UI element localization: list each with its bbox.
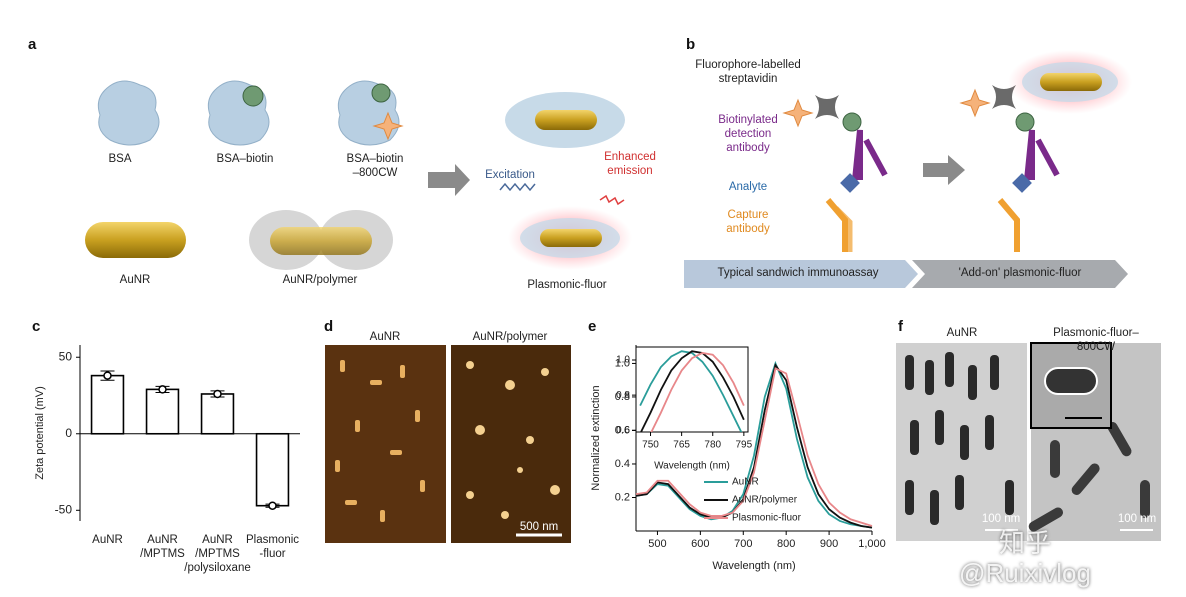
data-point <box>158 385 167 394</box>
label: BSA–biotin –800CW <box>346 153 404 179</box>
bar <box>90 374 125 435</box>
scale-bar-label: 100 nm <box>981 513 1021 525</box>
y-tick-label: 0.8 <box>616 390 630 401</box>
watermark: 知乎 @Ruixivlog <box>959 528 1091 588</box>
label: Fluorophore-labelled streptavidin <box>695 59 801 85</box>
panel-label: c <box>32 318 41 335</box>
bar <box>255 432 290 507</box>
label: AuNR <box>946 327 978 339</box>
panel-label: d <box>324 318 334 335</box>
x-tick-label: 780 <box>704 440 721 451</box>
y-tick-label: 0.8 <box>615 391 630 403</box>
y-axis-label: Zeta potential (mV) <box>34 386 46 480</box>
y-tick-label: 1.0 <box>616 355 630 366</box>
x-tick-label: 500 <box>648 538 666 550</box>
y-tick-label: 50 <box>59 349 73 363</box>
label: AuNR/polymer <box>472 331 548 343</box>
panel-a-art <box>85 80 632 270</box>
line-series <box>635 360 873 529</box>
x-tick-label: 1,000 <box>858 538 886 550</box>
panel-label: a <box>28 36 37 53</box>
x-tick-label: 795 <box>736 440 753 451</box>
label: Plasmonic-fluor <box>527 279 607 291</box>
data-point <box>268 501 277 510</box>
x-tick-label: Plasmonic -fluor <box>245 534 300 560</box>
label: Capture antibody <box>726 209 770 235</box>
x-tick-label: AuNR /MPTMS <box>140 534 185 560</box>
label: Excitation <box>485 169 535 181</box>
x-tick-label: 765 <box>673 440 690 451</box>
legend-label: Plasmonic-fluor <box>732 513 802 524</box>
line-series <box>635 367 873 527</box>
x-tick-label: 800 <box>777 538 795 550</box>
label: AuNR <box>369 331 401 343</box>
scale-bar-label: 500 nm <box>519 521 559 533</box>
line-series <box>639 350 743 432</box>
y-tick-label: 0.6 <box>616 425 630 436</box>
x-tick-label: AuNR /MPTMS /polysiloxane <box>184 534 251 574</box>
y-tick-label: 0.4 <box>615 458 630 470</box>
x-axis-label: Wavelength (nm) <box>654 461 730 472</box>
label: Biotinylated detection antibody <box>718 114 778 154</box>
micrographs <box>325 342 1161 543</box>
bar <box>145 388 180 435</box>
line-series <box>650 352 745 432</box>
inset-frame <box>635 346 749 433</box>
label: Analyte <box>728 181 768 193</box>
label: AuNR/polymer <box>282 274 358 286</box>
panel-label: b <box>686 36 696 53</box>
y-tick-label: 0.2 <box>615 491 630 503</box>
bar <box>200 393 235 435</box>
legend-label: AuNR <box>732 477 759 488</box>
x-tick-label: 750 <box>642 440 659 451</box>
panel-b-art <box>684 50 1132 288</box>
x-tick-label: AuNR <box>92 534 123 546</box>
line-series <box>640 350 745 432</box>
line-series <box>635 362 873 529</box>
label: Enhanced emission <box>604 151 656 177</box>
legend-label: AuNR/polymer <box>732 495 798 506</box>
data-point <box>213 389 222 399</box>
panel-label: f <box>898 318 903 335</box>
y-tick-label: 1.0 <box>615 357 630 369</box>
label: AuNR <box>119 274 151 286</box>
x-tick-label: 900 <box>820 538 838 550</box>
label: Typical sandwich immunoassay <box>717 267 879 279</box>
x-axis-label: Wavelength (nm) <box>712 560 795 572</box>
plot-area <box>639 350 745 432</box>
label: Plasmonic-fluor–800CW <box>1053 327 1139 353</box>
plot-area <box>635 360 873 529</box>
data-point <box>103 371 112 380</box>
panel-label: e <box>588 318 597 335</box>
label: BSA <box>108 153 132 165</box>
y-axis-label: Normalized extinction <box>590 385 602 490</box>
scale-bar-label: 100 nm <box>1117 513 1157 525</box>
y-tick-label: 0 <box>65 426 72 440</box>
label: 'Add-on' plasmonic-fluor <box>958 267 1082 279</box>
y-tick-label: 0.6 <box>615 424 630 436</box>
label: BSA–biotin <box>216 153 274 165</box>
y-tick-label: -50 <box>55 502 73 516</box>
x-tick-label: 700 <box>734 538 752 550</box>
x-tick-label: 600 <box>691 538 709 550</box>
